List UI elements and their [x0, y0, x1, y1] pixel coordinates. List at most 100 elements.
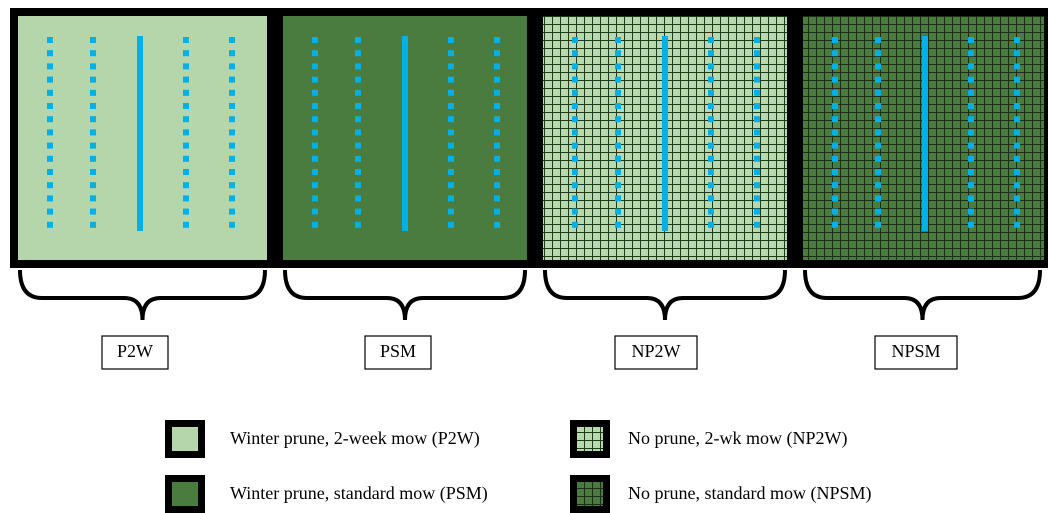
emitter-dot: [355, 195, 361, 202]
emitter-dot: [968, 103, 974, 109]
legend-swatch: [165, 420, 205, 458]
emitter-dot: [229, 116, 235, 123]
emitter-dot: [183, 129, 189, 136]
emitter-dot: [183, 142, 189, 149]
emitter-dot: [494, 142, 500, 149]
emitter-dot: [355, 76, 361, 83]
legend-swatch: [570, 420, 610, 458]
emitter-dot: [90, 208, 96, 215]
emitter-dot: [494, 208, 500, 215]
drip-line: [662, 36, 668, 231]
emitter-dot: [572, 63, 578, 70]
legend-label: Winter prune, 2-week mow (P2W): [230, 428, 480, 449]
emitter-dot: [229, 221, 235, 228]
emitter-dot: [1014, 103, 1020, 109]
emitter-dot: [968, 63, 974, 70]
emitter-dot: [832, 129, 838, 136]
emitter-dot: [183, 195, 189, 202]
emitter-dot: [968, 195, 974, 202]
emitter-dot: [448, 37, 454, 43]
emitter-dot: [494, 63, 500, 70]
emitter-dot: [229, 89, 235, 96]
emitter-dot: [448, 142, 454, 149]
emitter-dot: [754, 208, 760, 215]
brace: [543, 269, 787, 321]
emitter-dot: [312, 76, 318, 83]
emitter-dot: [708, 129, 714, 136]
emitter-dot: [312, 37, 318, 43]
emitter-dot: [968, 155, 974, 162]
emitter-dot: [355, 221, 361, 228]
emitter-dot: [572, 182, 578, 189]
emitter-dot: [875, 116, 881, 123]
emitter-dot: [832, 208, 838, 215]
emitter-dot: [832, 221, 838, 228]
emitter-dot: [312, 182, 318, 189]
emitter-dot: [754, 129, 760, 136]
drip-line: [137, 36, 143, 231]
label-box: [364, 335, 432, 370]
emitter-dot: [183, 89, 189, 96]
legend-swatch: [570, 475, 610, 513]
emitter-dot: [448, 155, 454, 162]
panel-label: NPSM: [891, 341, 940, 361]
emitter-dot: [754, 76, 760, 83]
emitter-dot: [183, 155, 189, 162]
emitter-dot: [968, 169, 974, 175]
emitter-dot: [1014, 63, 1020, 70]
emitter-dot: [754, 89, 760, 96]
emitter-dot: [1014, 76, 1020, 83]
emitter-dot: [448, 182, 454, 189]
emitter-dot: [229, 37, 235, 43]
emitter-dot: [355, 155, 361, 162]
label-box: [874, 335, 958, 370]
emitter-dot: [355, 169, 361, 175]
emitter-dot: [494, 169, 500, 175]
emitter-dot: [494, 155, 500, 162]
emitter-dot: [229, 50, 235, 57]
emitter-dot: [875, 103, 881, 109]
emitter-dot: [90, 50, 96, 57]
emitter-dot: [312, 142, 318, 149]
emitter-dot: [708, 182, 714, 189]
emitter-dot: [90, 76, 96, 83]
emitter-dot: [832, 142, 838, 149]
emitter-dot: [355, 50, 361, 57]
emitter-dot: [355, 89, 361, 96]
emitter-dot: [615, 182, 621, 189]
emitter-dot: [708, 155, 714, 162]
emitter-dot: [832, 89, 838, 96]
emitter-dot: [183, 116, 189, 123]
emitter-dot: [229, 195, 235, 202]
emitter-dot: [90, 37, 96, 43]
emitter-dot: [47, 103, 53, 109]
emitter-dot: [47, 63, 53, 70]
legend-label: No prune, 2-wk mow (NP2W): [628, 428, 847, 449]
emitter-dot: [90, 169, 96, 175]
emitter-dot: [1014, 37, 1020, 43]
emitter-dot: [875, 221, 881, 228]
emitter-dot: [754, 169, 760, 175]
emitter-dot: [754, 221, 760, 228]
emitter-dot: [448, 116, 454, 123]
emitter-dot: [183, 63, 189, 70]
emitter-dot: [572, 221, 578, 228]
emitter-dot: [615, 155, 621, 162]
emitter-dot: [448, 129, 454, 136]
emitter-dot: [355, 116, 361, 123]
emitter-dot: [615, 89, 621, 96]
emitter-dot: [615, 37, 621, 43]
emitter-dot: [875, 169, 881, 175]
emitter-dot: [968, 208, 974, 215]
emitter-dot: [1014, 155, 1020, 162]
emitter-dot: [615, 76, 621, 83]
emitter-dot: [968, 37, 974, 43]
emitter-dot: [183, 103, 189, 109]
emitter-dot: [832, 169, 838, 175]
emitter-dot: [494, 116, 500, 123]
emitter-dot: [312, 208, 318, 215]
emitter-dot: [1014, 116, 1020, 123]
emitter-dot: [47, 169, 53, 175]
emitter-dot: [968, 182, 974, 189]
emitter-dot: [572, 89, 578, 96]
